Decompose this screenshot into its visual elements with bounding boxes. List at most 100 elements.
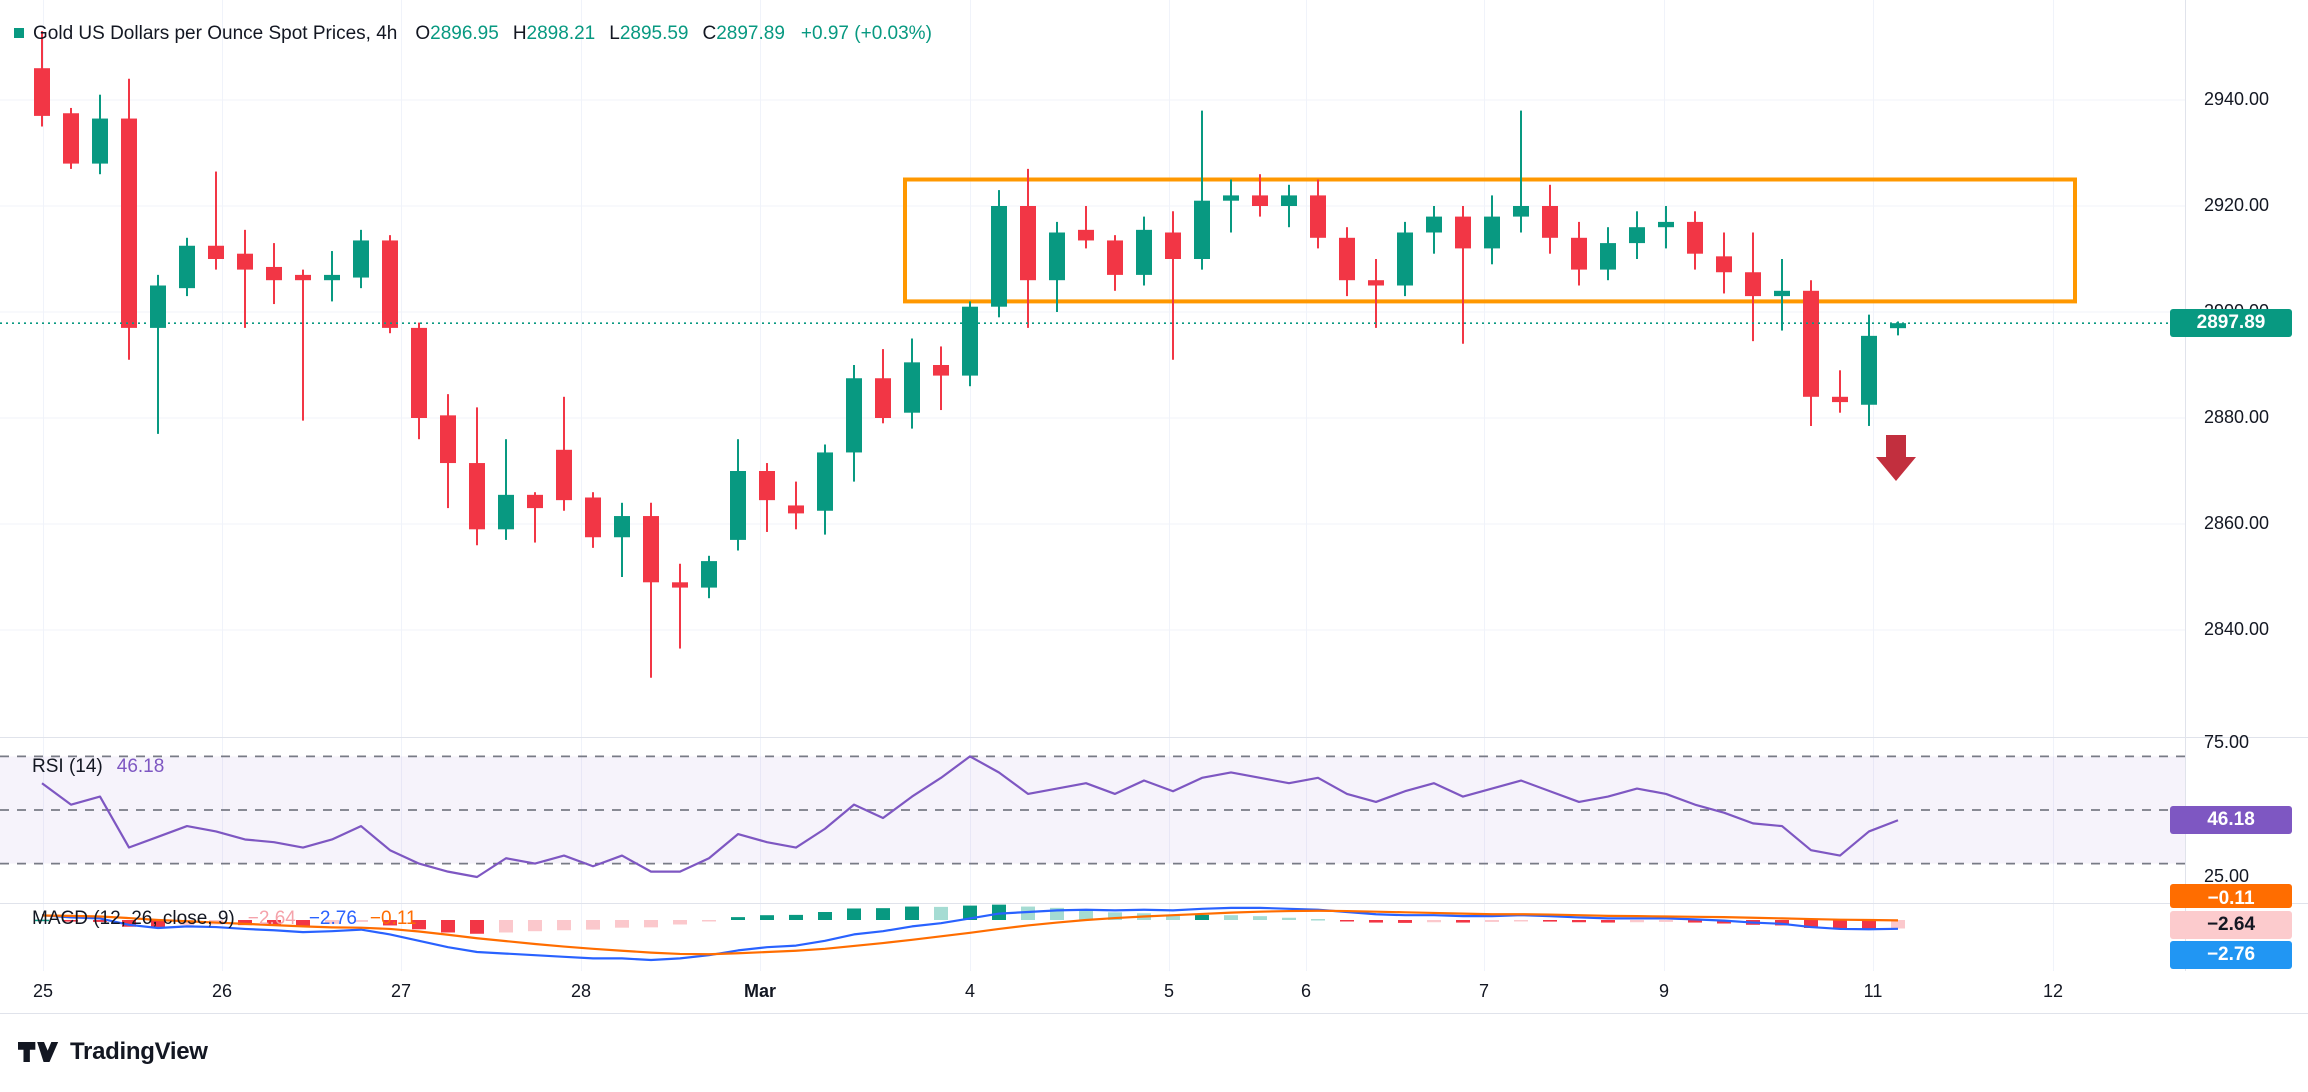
- candle-body: [1658, 221, 1674, 228]
- macd-histogram-bar: [412, 920, 426, 930]
- macd-signal-badge: −0.11: [2170, 884, 2292, 909]
- candle-body: [1484, 216, 1500, 249]
- macd-histogram-bar: [1572, 920, 1586, 923]
- price-tick-label: 2860.00: [2204, 513, 2270, 533]
- candle-body: [672, 582, 688, 588]
- series-legend[interactable]: Gold US Dollars per Ounce Spot Prices, 4…: [14, 22, 932, 46]
- candle-body: [1078, 229, 1094, 241]
- macd-histogram-bar: [1833, 920, 1847, 930]
- macd-legend-value: −2.76: [308, 908, 357, 929]
- candle-body: [585, 497, 601, 538]
- macd-histogram-bar: [1485, 920, 1499, 922]
- candle-body: [295, 274, 311, 281]
- macd-histogram-bar: [876, 908, 890, 920]
- range-box-annotation[interactable]: [903, 177, 2077, 304]
- macd-histogram-bar: [1456, 920, 1470, 923]
- candle-body: [1194, 200, 1210, 259]
- candle-body: [817, 452, 833, 511]
- candle-body: [1629, 227, 1645, 244]
- macd-histogram-bar: [1079, 909, 1093, 920]
- price-tick-label: 2940.00: [2204, 89, 2270, 109]
- candle-body: [208, 245, 224, 259]
- candle-body: [643, 516, 659, 583]
- macd-indicator-legend[interactable]: MACD (12, 26, close, 9) −2.64 −2.76 −0.11: [32, 908, 417, 930]
- candle-body: [1571, 237, 1587, 270]
- candle-body: [1600, 243, 1616, 270]
- macd-histogram-bar: [1543, 920, 1557, 922]
- series-marker-icon: [14, 28, 24, 38]
- price-tick-label: 2840.00: [2204, 619, 2270, 639]
- rsi-tick-label: 25.00: [2204, 866, 2250, 886]
- macd-histogram-bar: [1601, 920, 1615, 923]
- candle-body: [759, 471, 775, 501]
- price-scale-axis[interactable]: 2897.89 2940.002920.002900.002880.002860…: [2170, 0, 2308, 737]
- time-tick-label: Mar: [743, 981, 777, 1001]
- time-tick-label: 11: [1863, 981, 1883, 1001]
- candle-body: [1136, 229, 1152, 275]
- candle-body: [1281, 195, 1297, 206]
- macd-histogram-bar: [1166, 915, 1180, 920]
- candle-body: [991, 206, 1007, 307]
- macd-scale-axis[interactable]: −0.11 −2.64 −2.76: [2170, 884, 2308, 1013]
- macd-values: −2.64 −2.76 −0.11: [235, 908, 417, 929]
- candle-body: [904, 362, 920, 413]
- price-tick-label: 2880.00: [2204, 407, 2270, 427]
- macd-histogram-bar: [818, 912, 832, 920]
- candle-body: [1861, 335, 1877, 405]
- macd-histogram-bar: [1862, 920, 1876, 930]
- candle-body: [1455, 216, 1471, 249]
- macd-histogram-bar: [934, 906, 948, 920]
- rsi-scale-axis[interactable]: 46.18 75.00 25.00: [2170, 732, 2308, 903]
- macd-histogram-bar: [760, 915, 774, 920]
- candle-body: [1020, 206, 1036, 281]
- macd-histogram-bar: [992, 904, 1006, 920]
- macd-signal-line: [41, 909, 1899, 956]
- last-price-badge: 2897.89: [2170, 309, 2292, 337]
- macd-histogram-bar: [1021, 906, 1035, 920]
- time-tick-label: 25: [32, 981, 54, 1001]
- candle-body: [1165, 232, 1181, 259]
- legend-low: L2895.59: [609, 23, 689, 44]
- macd-histogram-bar: [557, 920, 571, 931]
- candle-body: [701, 561, 717, 588]
- macd-histogram-bar: [1717, 920, 1731, 924]
- macd-histogram-bar: [383, 920, 397, 926]
- candle-body: [266, 266, 282, 281]
- time-tick-label: 26: [211, 981, 233, 1001]
- rsi-value: 46.18: [116, 756, 165, 777]
- candle-body: [237, 253, 253, 270]
- candle-body: [1107, 240, 1123, 275]
- candle-body: [1426, 216, 1442, 233]
- candle-body: [121, 118, 137, 328]
- macd-histogram-bar: [847, 908, 861, 920]
- macd-histogram-bar: [122, 920, 136, 927]
- candle-body: [846, 378, 862, 453]
- candle-body: [1310, 195, 1326, 238]
- macd-histogram-bar: [905, 906, 919, 920]
- candle-body: [1745, 272, 1761, 297]
- candle-body: [179, 245, 195, 289]
- time-scale-axis[interactable]: 25 26 27 28 Mar 4 5 6 7 9 11 12: [0, 971, 2308, 1013]
- macd-histogram-bar: [1688, 920, 1702, 923]
- macd-legend-value: −2.64: [247, 908, 296, 929]
- macd-histogram-bar: [238, 920, 252, 926]
- tradingview-logo[interactable]: TradingView: [18, 1038, 208, 1066]
- rsi-value-badge: 46.18: [2170, 806, 2292, 834]
- candle-body: [788, 505, 804, 514]
- down-arrow-annotation[interactable]: [1876, 435, 1916, 481]
- candle-body: [1223, 195, 1239, 201]
- candle-body: [527, 494, 543, 509]
- macd-histogram-bar: [1282, 917, 1296, 920]
- macd-histogram-bar: [1398, 920, 1412, 923]
- macd-histogram-bar: [64, 920, 78, 922]
- candle-body: [933, 365, 949, 376]
- macd-histogram-bar: [1514, 920, 1528, 922]
- rsi-indicator-legend[interactable]: RSI (14) 46.18: [32, 756, 164, 778]
- macd-histogram-bar: [151, 920, 165, 928]
- candle-body: [1339, 237, 1355, 281]
- candle-body: [324, 274, 340, 281]
- macd-histogram-bar: [325, 920, 339, 924]
- candle-body: [34, 68, 50, 116]
- time-tick-label: 27: [390, 981, 412, 1001]
